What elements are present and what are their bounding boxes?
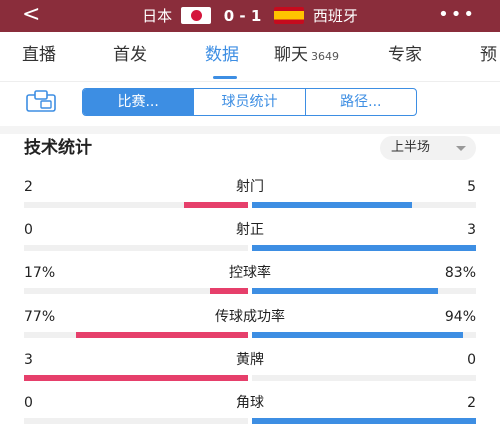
away-track [252, 202, 476, 208]
away-track [252, 288, 476, 294]
stat-away-value: 94% [444, 309, 476, 325]
back-icon[interactable]: < [22, 2, 41, 27]
stat-away-value: 3 [467, 222, 476, 238]
home-bar [24, 375, 248, 381]
stat-row-yellow-cards: 黄牌 3 0 [0, 351, 500, 391]
away-track [252, 418, 476, 424]
more-options-icon[interactable]: ••• [438, 4, 476, 25]
stat-home-value: 17% [24, 265, 56, 281]
stat-name: 角球 [236, 395, 264, 411]
away-team-name: 西班牙 [312, 6, 358, 25]
tab-live[interactable]: 直播 [22, 44, 56, 66]
stat-home-value: 0 [24, 222, 33, 238]
stat-away-value: 83% [444, 265, 476, 281]
stat-away-value: 0 [467, 352, 476, 368]
match-score: 0 - 1 [223, 6, 262, 25]
tab-chat[interactable]: 聊天 3649 [274, 44, 339, 68]
period-value: 上半场 [391, 140, 431, 155]
home-track [24, 332, 248, 338]
main-tabs: 直播 首发 数据 聊天 3649 专家 预 [0, 32, 500, 82]
stat-row-corners: 角球 0 2 [0, 394, 500, 434]
section-divider [0, 126, 500, 134]
stat-name: 射门 [236, 179, 264, 195]
tab-label: 聊天 [274, 45, 308, 65]
subtab-path[interactable]: 路径... [304, 89, 416, 115]
tab-data[interactable]: 数据 [205, 44, 239, 66]
tab-label: 首发 [113, 45, 147, 65]
tab-label: 专家 [388, 45, 422, 65]
stat-name: 射正 [236, 222, 264, 238]
home-bar [75, 332, 248, 338]
home-team-name: 日本 [142, 6, 173, 25]
period-dropdown[interactable]: 上半场 [380, 136, 476, 160]
home-track [24, 375, 248, 381]
away-track [252, 245, 476, 251]
home-track [24, 202, 248, 208]
chat-count: 3649 [311, 50, 339, 63]
away-bar [252, 202, 412, 208]
home-track [24, 418, 248, 424]
tab-label: 直播 [22, 45, 56, 65]
tab-label: 预 [480, 45, 497, 65]
away-track [252, 375, 476, 381]
stat-away-value: 5 [467, 179, 476, 195]
stat-row-pass-accuracy: 传球成功率 77% 94% [0, 308, 500, 348]
spain-flag-icon [274, 7, 305, 24]
away-bar [252, 418, 476, 424]
stat-name: 控球率 [229, 265, 271, 281]
tab-label: 数据 [205, 45, 239, 65]
tab-experts[interactable]: 专家 [388, 44, 422, 66]
stat-row-possession: 控球率 17% 83% [0, 264, 500, 304]
stat-row-shots: 射门 2 5 [0, 178, 500, 218]
away-bar [252, 245, 476, 251]
japan-flag-icon [180, 7, 211, 24]
subtab-player-stats[interactable]: 球员统计 [193, 89, 304, 115]
home-bar [209, 288, 248, 294]
layout-switch-icon[interactable] [26, 90, 58, 112]
stats-subtabs: 比赛... 球员统计 路径... [82, 88, 417, 116]
stat-home-value: 2 [24, 179, 33, 195]
away-bar [252, 288, 438, 294]
stat-home-value: 77% [24, 309, 56, 325]
tab-prediction[interactable]: 预 [480, 44, 497, 66]
stat-home-value: 3 [24, 352, 33, 368]
caret-down-icon [456, 146, 466, 151]
section-title: 技术统计 [24, 138, 92, 158]
stat-home-value: 0 [24, 395, 33, 411]
stat-row-shots-on-target: 射正 0 3 [0, 221, 500, 261]
home-track [24, 245, 248, 251]
away-bar [252, 332, 463, 338]
active-tab-indicator [213, 76, 237, 79]
subtab-match[interactable]: 比赛... [83, 89, 194, 115]
away-track [252, 332, 476, 338]
stat-name: 黄牌 [236, 352, 264, 368]
home-bar [183, 202, 248, 208]
home-track [24, 288, 248, 294]
stat-name: 传球成功率 [215, 309, 285, 325]
match-header: < 日本 0 - 1 西班牙 ••• [0, 0, 500, 32]
scoreline: 日本 0 - 1 西班牙 [0, 5, 500, 26]
stat-away-value: 2 [467, 395, 476, 411]
tab-lineup[interactable]: 首发 [113, 44, 147, 66]
